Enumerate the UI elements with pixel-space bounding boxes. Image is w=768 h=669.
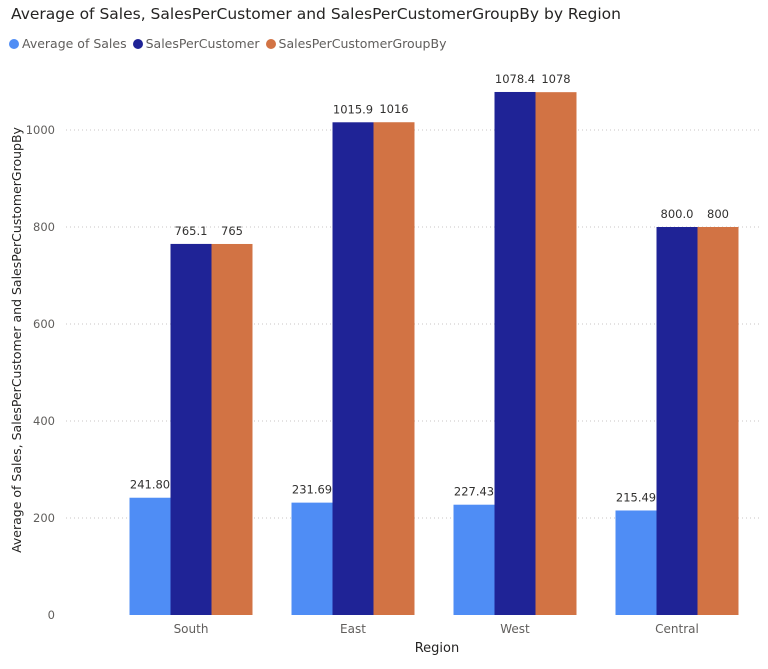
- y-tick-label-800: 800: [33, 220, 55, 234]
- data-label-average-of-sales-east: 231.69: [292, 483, 332, 497]
- y-tick-label-600: 600: [33, 317, 55, 331]
- bar-salespercustomergroupby-central[interactable]: [697, 227, 739, 615]
- legend-item-salespercustomergroupby[interactable]: SalesPerCustomerGroupBy: [265, 36, 447, 51]
- data-label-average-of-sales-central: 215.49: [616, 490, 656, 504]
- bar-average-of-sales-south[interactable]: [129, 497, 171, 615]
- x-tick-label-central: Central: [655, 622, 699, 636]
- data-label-average-of-sales-south: 241.80: [130, 478, 170, 492]
- legend-swatch-salespercustomergroupby: [265, 38, 276, 49]
- data-labels: 241.80 765.1 765 231.69 1015.9 1016 227.43 1078…: [130, 72, 729, 505]
- legend-label-salespercustomer: SalesPerCustomer: [145, 36, 260, 51]
- data-label-salespercustomer-east: 1015.9: [333, 102, 373, 116]
- bar-salespercustomer-central[interactable]: [656, 227, 698, 615]
- bar-salespercustomer-south[interactable]: [170, 243, 212, 615]
- x-axis-ticks: South East West Central: [174, 622, 699, 636]
- bar-average-of-sales-central[interactable]: [615, 510, 657, 615]
- data-label-salespercustomergroupby-central: 800: [707, 207, 729, 221]
- bar-average-of-sales-east[interactable]: [291, 502, 333, 615]
- bar-salespercustomer-west[interactable]: [494, 91, 536, 615]
- x-tick-label-east: East: [340, 622, 366, 636]
- data-label-salespercustomergroupby-south: 765: [221, 224, 243, 238]
- bar-salespercustomer-east[interactable]: [332, 122, 374, 615]
- y-tick-label-0: 0: [48, 608, 55, 622]
- y-tick-label-200: 200: [33, 511, 55, 525]
- legend-swatch-average-of-sales: [9, 38, 19, 49]
- bar-salespercustomergroupby-south[interactable]: [211, 243, 253, 615]
- legend-swatch-salespercustomer: [132, 38, 143, 49]
- legend-item-salespercustomer[interactable]: SalesPerCustomer: [132, 36, 260, 51]
- x-tick-label-west: West: [500, 622, 530, 636]
- bars: [129, 91, 739, 616]
- y-axis-ticks: 0 200 400 600 800 1000: [26, 123, 55, 622]
- legend-item-average-of-sales[interactable]: Average of Sales: [9, 36, 127, 51]
- legend-label-average-of-sales: Average of Sales: [22, 36, 127, 51]
- x-tick-label-south: South: [174, 622, 209, 636]
- y-tick-label-400: 400: [33, 414, 55, 428]
- bar-salespercustomergroupby-west[interactable]: [535, 92, 577, 616]
- data-label-salespercustomer-central: 800.0: [661, 207, 694, 221]
- chart-title: Average of Sales, SalesPerCustomer and S…: [11, 5, 621, 23]
- x-axis-title: Region: [415, 641, 460, 656]
- y-tick-label-1000: 1000: [26, 123, 55, 137]
- data-label-salespercustomergroupby-east: 1016: [379, 102, 408, 116]
- legend-label-salespercustomergroupby: SalesPerCustomerGroupBy: [278, 36, 447, 51]
- y-axis-title: Average of Sales, SalesPerCustomer and S…: [9, 126, 24, 552]
- data-label-salespercustomer-west: 1078.4: [495, 72, 535, 86]
- data-label-salespercustomer-south: 765.1: [175, 224, 208, 238]
- bar-salespercustomergroupby-east[interactable]: [373, 122, 415, 616]
- data-label-average-of-sales-west: 227.43: [454, 485, 494, 499]
- data-label-salespercustomergroupby-west: 1078: [541, 72, 570, 86]
- bar-average-of-sales-west[interactable]: [453, 504, 495, 615]
- legend: Average of Sales SalesPerCustomer SalesP…: [9, 36, 452, 51]
